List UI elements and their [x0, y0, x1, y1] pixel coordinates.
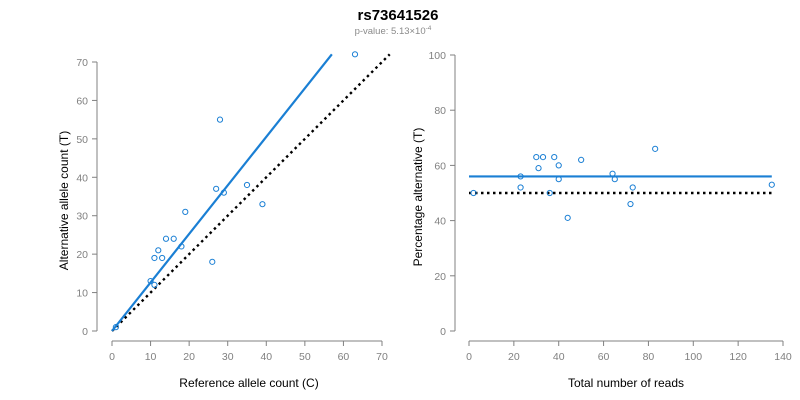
data-point	[609, 170, 616, 177]
x-tick-label: 60	[598, 351, 610, 363]
null-expectation-line	[111, 53, 391, 332]
y-tick-label: 20	[76, 249, 88, 261]
p-value-exponent: -4	[426, 25, 432, 32]
data-point	[611, 176, 618, 183]
y-tick-label: 10	[76, 288, 88, 300]
y-tick-label: 30	[76, 211, 88, 223]
y-tick-label: 20	[434, 271, 446, 283]
data-point	[470, 189, 477, 197]
data-point	[182, 208, 189, 215]
data-point	[652, 145, 659, 152]
data-point	[546, 189, 553, 197]
x-tick-label: 100	[685, 351, 703, 363]
data-point	[564, 214, 571, 221]
x-tick-label: 120	[729, 351, 747, 363]
data-point	[578, 156, 585, 163]
p-value-text: p-value: 5.13×10-4	[355, 25, 432, 37]
y-tick-label: 50	[76, 134, 88, 146]
x-tick-label: 70	[376, 351, 388, 363]
data-point	[147, 277, 154, 285]
data-point	[162, 235, 170, 242]
data-point	[259, 201, 266, 208]
x-tick-label: 40	[553, 351, 565, 363]
data-point	[533, 154, 540, 161]
y-tick-label: 0	[82, 326, 88, 338]
y-tick-label: 40	[434, 216, 446, 228]
data-point	[155, 247, 162, 254]
x-tick-label: 140	[774, 351, 792, 363]
data-point	[517, 184, 524, 191]
x-tick-label: 80	[643, 351, 655, 363]
y-tick-label: 60	[434, 160, 446, 172]
percentage-alternative-panel: 0 20 40 60 80 100 120 140 0 20 40 60 80 100 Total numb…	[411, 50, 792, 390]
y-axis-title: Percentage alternative (T)	[411, 128, 425, 267]
data-point	[768, 181, 775, 188]
data-point	[539, 154, 547, 161]
data-point	[627, 200, 634, 208]
data-point	[178, 243, 185, 250]
data-point	[151, 254, 158, 262]
data-point	[112, 324, 119, 331]
x-tick-label: 20	[508, 351, 520, 363]
x-tick-label: 0	[466, 351, 472, 363]
data-point	[170, 235, 177, 242]
data-point	[555, 176, 562, 183]
y-tick-label: 80	[434, 105, 446, 117]
data-point	[159, 254, 166, 262]
y-tick-label: 60	[76, 95, 88, 107]
data-point	[243, 181, 251, 189]
x-tick-label: 60	[338, 351, 350, 363]
x-tick-label: 0	[109, 351, 115, 363]
chart-title: rs73641526	[358, 7, 439, 24]
data-point	[216, 116, 224, 123]
allele-count-scatter-panel: 0 10 20 30 40 50 60 70 0 10 20 30 40 50 60 70 Reference …	[57, 51, 391, 390]
data-point	[555, 162, 562, 169]
data-point	[209, 258, 216, 265]
data-point	[220, 189, 227, 196]
data-point	[213, 185, 220, 192]
x-tick-label: 20	[183, 351, 195, 363]
x-tick-label: 50	[299, 351, 311, 363]
fit-line	[111, 53, 333, 332]
y-tick-label: 70	[76, 57, 88, 69]
x-axis-title: Total number of reads	[568, 376, 684, 390]
data-point	[151, 281, 158, 288]
x-tick-label: 30	[222, 351, 234, 363]
data-point	[351, 51, 359, 58]
p-value-prefix: p-value: 5.13×10	[355, 26, 426, 37]
data-point	[517, 173, 524, 180]
y-tick-label: 0	[440, 326, 446, 338]
data-point	[629, 184, 636, 191]
y-tick-label: 40	[76, 172, 88, 184]
x-axis-title: Reference allele count (C)	[179, 376, 318, 390]
data-point	[551, 154, 558, 161]
y-tick-label: 100	[428, 50, 446, 62]
y-axis-title: Alternative allele count (T)	[57, 131, 71, 270]
x-tick-label: 40	[260, 351, 272, 363]
x-tick-label: 10	[145, 351, 157, 363]
data-point	[535, 165, 542, 172]
